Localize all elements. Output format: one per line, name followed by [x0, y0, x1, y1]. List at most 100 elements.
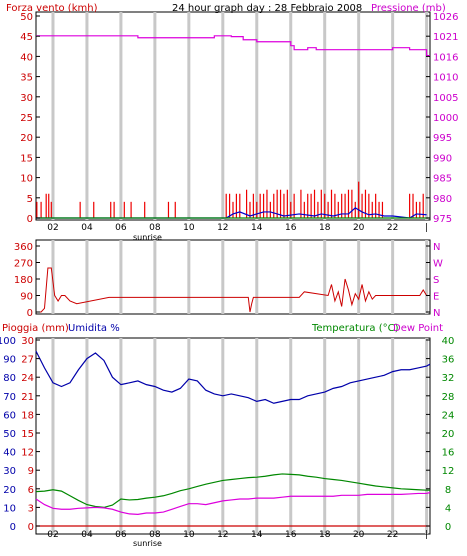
panel3-rain-tick-2: 6 [28, 485, 34, 496]
panel1-left-axis-label: Forza vento (kmh) [6, 3, 98, 14]
panel1-left-tick-3: 15 [20, 153, 33, 164]
panel3-temp-tick-0: 0 [445, 522, 451, 533]
panel3-x-tick-9: 20 [353, 530, 365, 540]
panel3-sunrise-label: sunrise [133, 539, 162, 548]
panel3-x-tick-8: 18 [319, 530, 331, 540]
panel1-x-tick-2: 06 [115, 223, 127, 233]
panel3-temp-tick-9: 36 [442, 355, 455, 366]
panel1-right-tick-10: 1026 [433, 12, 458, 23]
panel3-temp-tick-8: 32 [442, 373, 455, 384]
panel2-right-tick-3: E [433, 292, 439, 303]
panel3-rain-tick-5: 15 [21, 429, 34, 440]
panel1-sunrise-label: sunrise [133, 233, 162, 242]
panel1-right-tick-2: 985 [433, 174, 452, 185]
panel3-frame [35, 337, 431, 535]
panel1-left-tick-5: 25 [20, 113, 33, 124]
panel3-humidity-tick-0: 0 [10, 522, 16, 533]
panel3-x-tick-11: | [425, 530, 428, 540]
panel1-x-tick-11: | [425, 223, 428, 233]
panel2-left-tick-4: 0 [27, 308, 33, 319]
panel1-x-tick-10: 22 [387, 223, 398, 233]
panel3-humidity-tick-6: 60 [3, 410, 16, 421]
panel3-temp-tick-3: 12 [442, 466, 455, 477]
panel1-left-tick-2: 10 [20, 174, 33, 185]
panel3-rain-tick-9: 27 [21, 355, 34, 366]
panel2-right-tick-0: N [433, 242, 440, 253]
panel1-right-tick-8: 1016 [433, 52, 458, 63]
panel3-humidity-tick-3: 30 [3, 466, 16, 477]
panel2-right-tick-4: N [433, 308, 440, 319]
panel1-right-tick-7: 1010 [433, 73, 458, 84]
panel3-humidity-tick-10: 100 [0, 336, 16, 347]
panel1-x-tick-7: 16 [285, 223, 297, 233]
panel2-frame [35, 239, 431, 315]
panel1-right-tick-5: 1000 [433, 113, 458, 124]
panel2-series-0 [36, 267, 430, 313]
panel3-temp-tick-5: 20 [442, 429, 455, 440]
panel1-left-tick-10: 50 [20, 12, 33, 23]
panel1-x-tick-6: 14 [251, 223, 263, 233]
panel2-right-tick-2: S [433, 275, 439, 286]
panel3-rain-tick-6: 18 [21, 410, 34, 421]
panel3-rain-tick-10: 30 [21, 336, 34, 347]
panel2-left-tick-3: 90 [20, 292, 33, 303]
panel1-series-0 [36, 35, 430, 57]
panel1-x-tick-1: 04 [81, 223, 93, 233]
panel3-rain-label: Pioggia (mm) [2, 323, 69, 334]
panel1-right-tick-9: 1021 [433, 32, 458, 43]
panel1-left-tick-7: 35 [20, 73, 33, 84]
panel3-dewpoint-label: Dew Point [393, 323, 443, 334]
panel3-x-tick-10: 22 [387, 530, 398, 540]
panel1-right-tick-0: 975 [433, 214, 452, 225]
panel3-x-tick-2: 06 [115, 530, 127, 540]
panel1-right-tick-6: 1005 [433, 93, 458, 104]
panel1-left-tick-6: 30 [20, 93, 33, 104]
panel3-rain-tick-0: 0 [28, 522, 34, 533]
panel2-right-tick-1: W [433, 259, 443, 270]
panel1-x-tick-4: 10 [183, 223, 195, 233]
panel1-left-tick-1: 5 [27, 194, 33, 205]
panel3-x-tick-0: 02 [47, 530, 58, 540]
panel3-humidity-tick-2: 20 [3, 485, 16, 496]
panel3-rain-tick-4: 12 [21, 448, 34, 459]
panel3-rain-tick-7: 21 [21, 392, 34, 403]
panel3-temp-tick-7: 28 [442, 392, 455, 403]
panel3-humidity-tick-7: 70 [3, 392, 16, 403]
panel2-left-tick-0: 360 [14, 242, 33, 253]
panel1-x-tick-0: 02 [47, 223, 58, 233]
panel3-temp-tick-6: 24 [442, 410, 455, 421]
panel1-x-tick-9: 20 [353, 223, 365, 233]
panel3-x-tick-1: 04 [81, 530, 93, 540]
panel3-x-tick-4: 10 [183, 530, 195, 540]
panel3-humidity-tick-9: 90 [3, 355, 16, 366]
panel3-humidity-tick-5: 50 [3, 429, 16, 440]
panel1-x-tick-8: 18 [319, 223, 331, 233]
panel1-left-tick-4: 20 [20, 133, 33, 144]
panel1-left-tick-8: 40 [20, 52, 33, 63]
panel3-x-tick-3: 08 [149, 530, 161, 540]
panel3-rain-tick-1: 3 [28, 503, 34, 514]
panel3-x-tick-5: 12 [217, 530, 228, 540]
panel1-right-axis-label: Pressione (mb) [371, 3, 446, 14]
panel1-x-tick-5: 12 [217, 223, 228, 233]
panel1-right-tick-1: 980 [433, 194, 452, 205]
panel2-left-tick-1: 270 [14, 259, 33, 270]
panel3-series-0 [35, 350, 431, 404]
panel1-right-tick-4: 995 [433, 133, 452, 144]
panel3-series-3 [35, 491, 431, 515]
panel3-x-tick-6: 14 [251, 530, 263, 540]
panel1-x-tick-3: 08 [149, 223, 161, 233]
panel3-humidity-label: Umidita % [68, 323, 120, 334]
panel1-left-tick-0: 0 [27, 214, 33, 225]
panel1-frame [35, 11, 431, 221]
panel3-rain-tick-8: 24 [21, 373, 34, 384]
panel3-rain-tick-3: 9 [28, 466, 34, 477]
panel1-right-tick-3: 990 [433, 153, 452, 164]
panel3-humidity-tick-4: 40 [3, 448, 16, 459]
panel3-temp-tick-10: 40 [442, 336, 455, 347]
panel1-series-1 [36, 207, 427, 219]
panel3-temp-tick-4: 16 [442, 448, 455, 459]
panel3-humidity-tick-1: 10 [3, 503, 16, 514]
